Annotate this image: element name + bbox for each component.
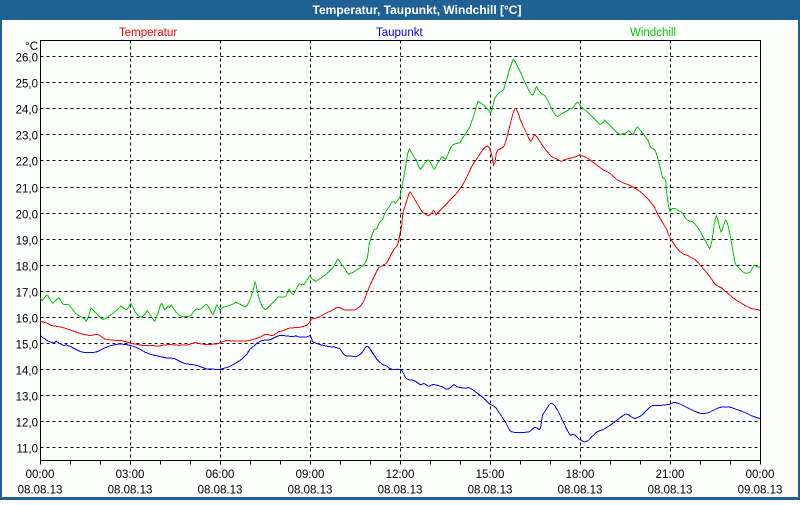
svg-text:08.08.13: 08.08.13 <box>378 485 423 497</box>
svg-text:17,0: 17,0 <box>16 288 38 300</box>
svg-text:22,0: 22,0 <box>16 157 38 169</box>
svg-text:15:00: 15:00 <box>476 469 505 481</box>
svg-text:24,0: 24,0 <box>16 105 38 117</box>
svg-text:08.08.13: 08.08.13 <box>648 485 693 497</box>
svg-text:16,0: 16,0 <box>16 314 38 326</box>
svg-text:23,0: 23,0 <box>16 131 38 143</box>
svg-text:20,0: 20,0 <box>16 210 38 222</box>
svg-text:26,0: 26,0 <box>16 53 38 65</box>
svg-text:00:00: 00:00 <box>26 469 55 481</box>
svg-text:21:00: 21:00 <box>656 469 685 481</box>
svg-text:18:00: 18:00 <box>566 469 595 481</box>
svg-text:09.08.13: 09.08.13 <box>738 485 783 497</box>
svg-text:08.08.13: 08.08.13 <box>18 485 63 497</box>
svg-text:06:00: 06:00 <box>206 469 235 481</box>
svg-text:°C: °C <box>25 41 38 53</box>
svg-text:08.08.13: 08.08.13 <box>198 485 243 497</box>
svg-text:08.08.13: 08.08.13 <box>108 485 153 497</box>
svg-text:08.08.13: 08.08.13 <box>558 485 603 497</box>
svg-text:15,0: 15,0 <box>16 340 38 352</box>
svg-text:21,0: 21,0 <box>16 184 38 196</box>
svg-text:08.08.13: 08.08.13 <box>468 485 513 497</box>
svg-text:08.08.13: 08.08.13 <box>288 485 333 497</box>
svg-text:13,0: 13,0 <box>16 392 38 404</box>
svg-text:18,0: 18,0 <box>16 262 38 274</box>
svg-text:12,0: 12,0 <box>16 418 38 430</box>
svg-text:19,0: 19,0 <box>16 236 38 248</box>
svg-text:11,0: 11,0 <box>16 444 38 456</box>
svg-text:00:00: 00:00 <box>746 469 775 481</box>
svg-text:12:00: 12:00 <box>386 469 415 481</box>
svg-text:09:00: 09:00 <box>296 469 325 481</box>
svg-text:03:00: 03:00 <box>116 469 145 481</box>
svg-text:25,0: 25,0 <box>16 79 38 91</box>
svg-text:14,0: 14,0 <box>16 366 38 378</box>
